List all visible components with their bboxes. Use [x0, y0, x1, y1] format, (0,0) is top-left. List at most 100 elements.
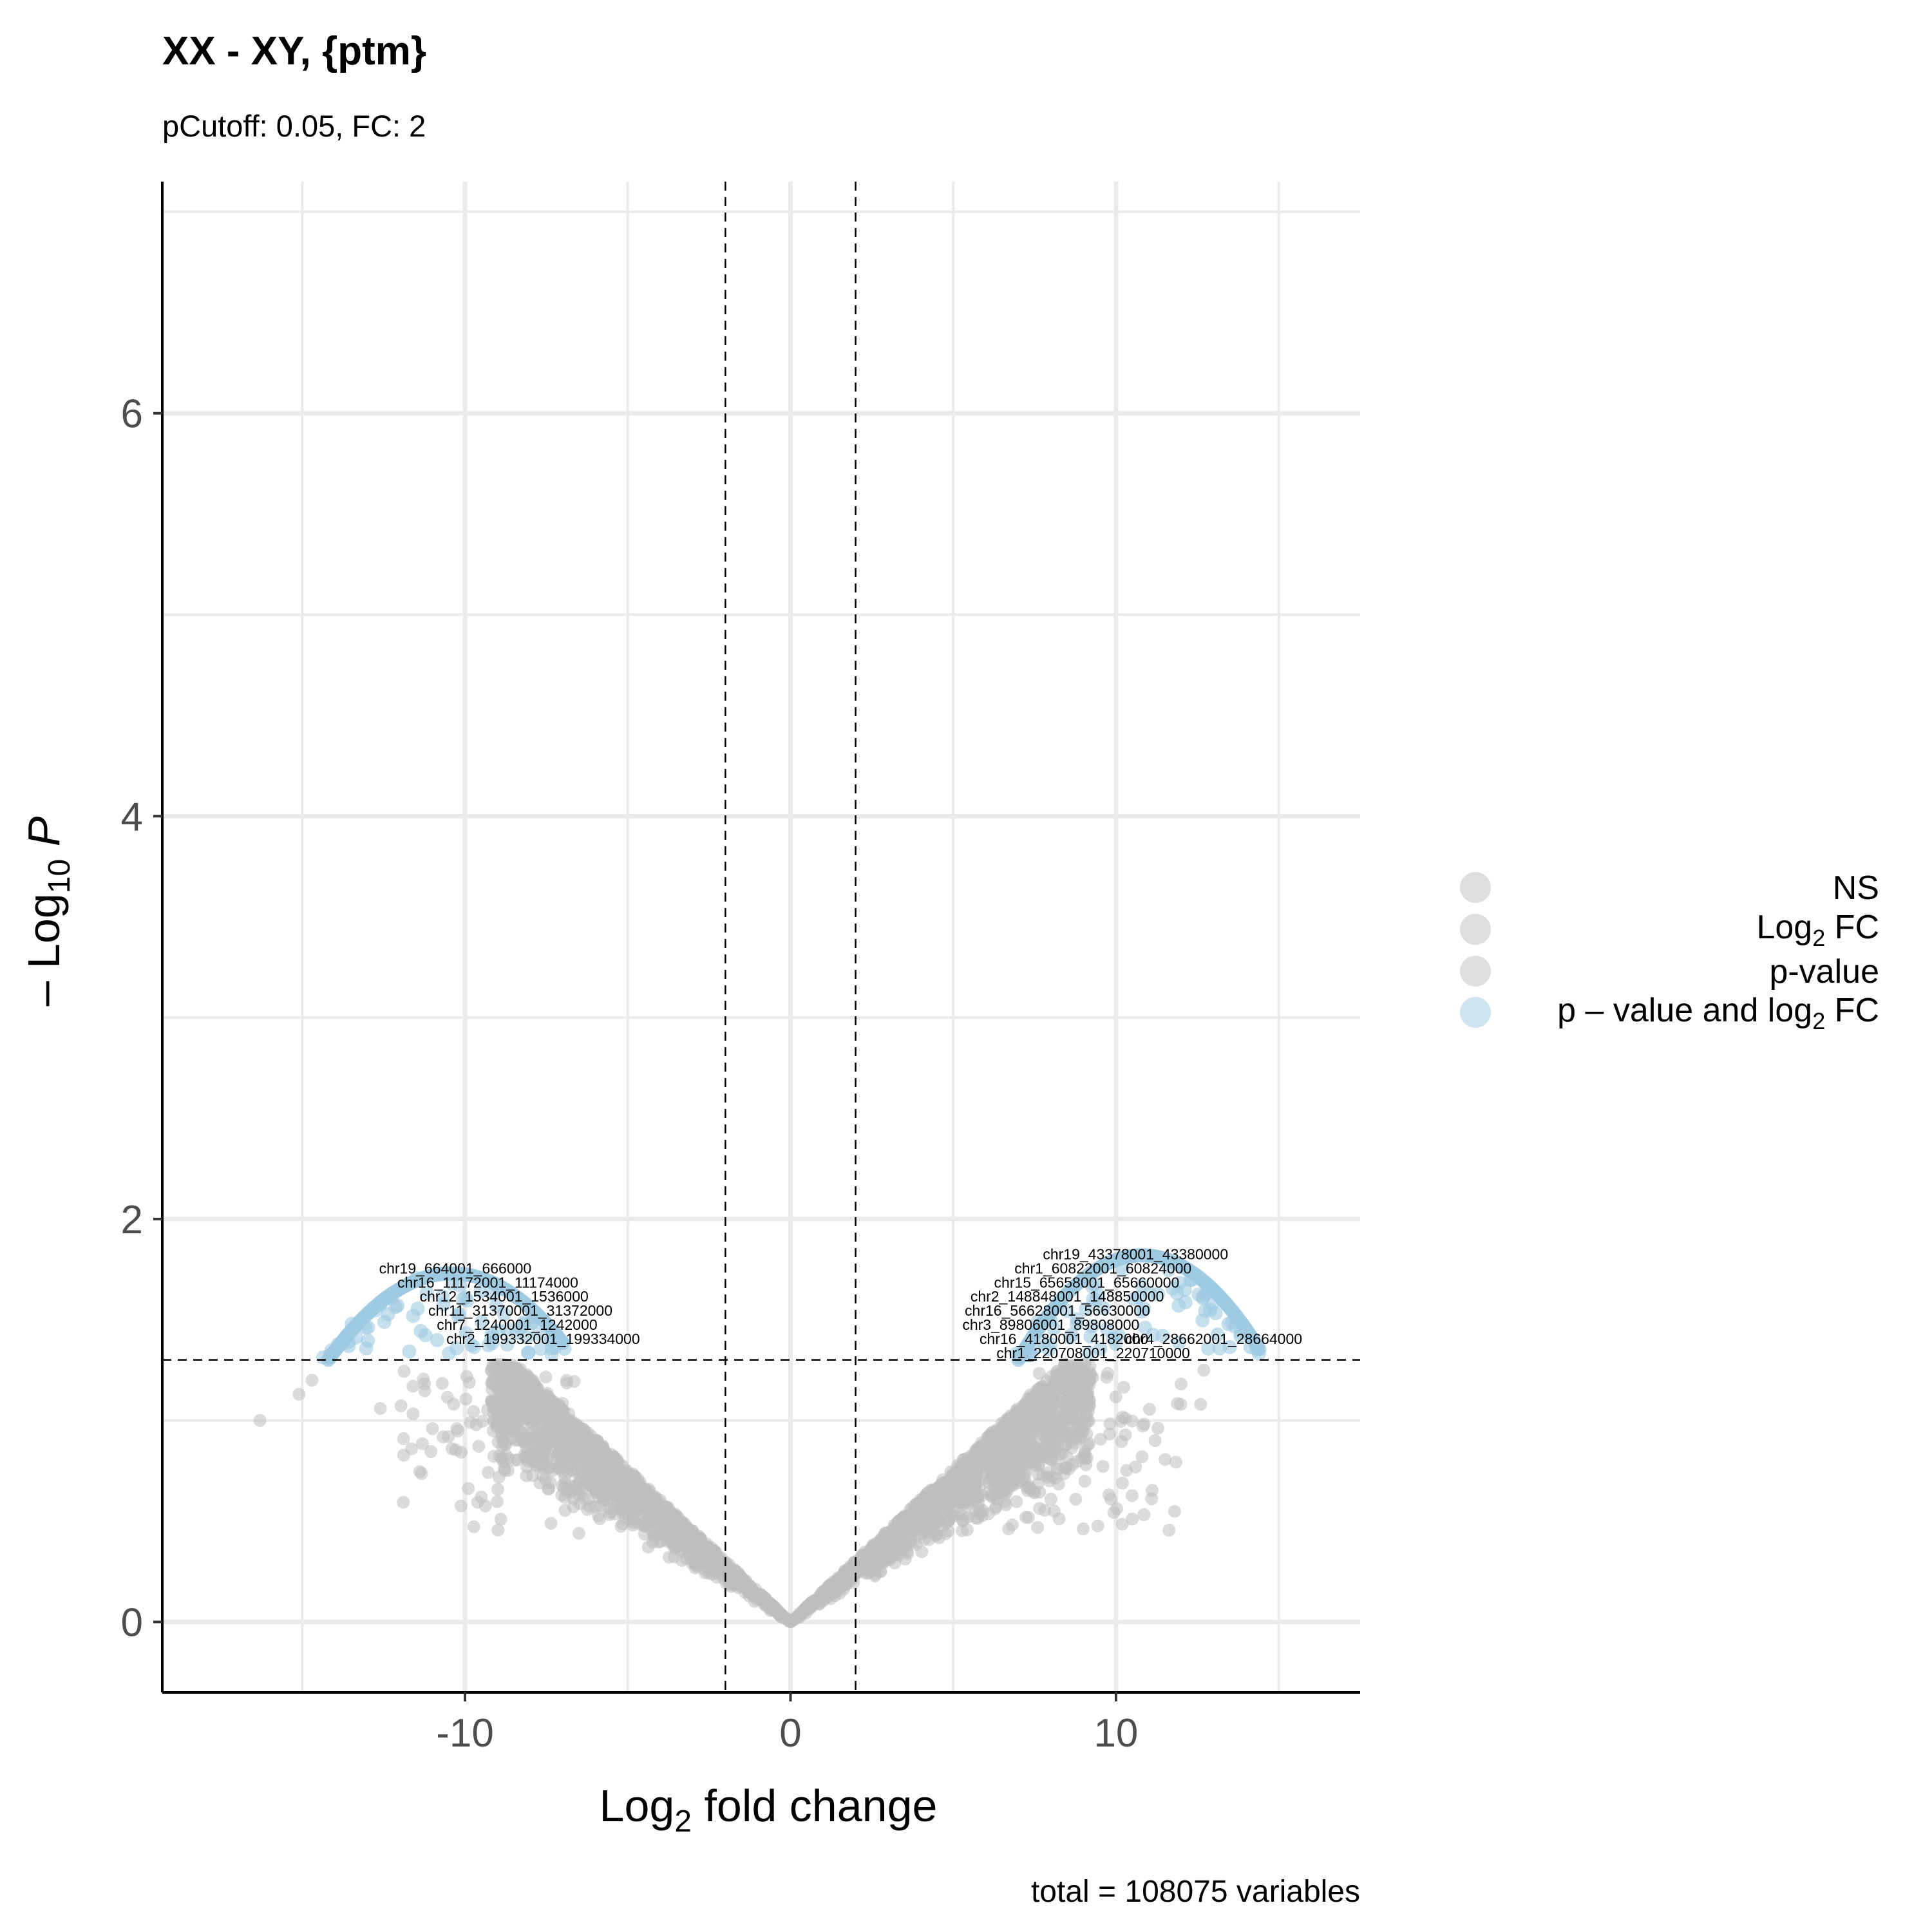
ns-point: [753, 1587, 766, 1601]
x-axis-title: Log2 fold change: [600, 1781, 938, 1839]
ns-point: [1046, 1427, 1060, 1441]
ns-point: [406, 1407, 420, 1421]
x-tick-label: -10: [436, 1711, 494, 1756]
legend-label-pvalue: p-value: [1769, 953, 1879, 990]
point-label: chr11_31370001_31372000: [428, 1302, 612, 1319]
ns-point: [726, 1571, 739, 1585]
sig-point: [1222, 1340, 1237, 1354]
ns-point: [1170, 1455, 1183, 1469]
ns-point: [535, 1405, 548, 1418]
ns-point: [292, 1388, 306, 1401]
legend-key-log2fc: [1460, 914, 1491, 945]
ns-point: [394, 1399, 408, 1412]
point-label: chr2_199332001_199334000: [446, 1331, 640, 1347]
ns-point: [708, 1558, 721, 1571]
ns-point: [1023, 1442, 1037, 1455]
ns-point: [690, 1560, 704, 1573]
sig-point: [449, 1341, 464, 1356]
ns-point: [1120, 1464, 1133, 1477]
ns-point: [591, 1509, 605, 1522]
ns-point: [510, 1376, 524, 1389]
ns-point: [1168, 1504, 1181, 1518]
ns-point: [1159, 1453, 1172, 1466]
ns-point: [1077, 1394, 1090, 1407]
ns-point: [475, 1490, 488, 1504]
ns-point: [518, 1382, 532, 1396]
ns-point: [1078, 1474, 1092, 1488]
point-label: chr4_28662001_28664000: [1125, 1331, 1302, 1347]
ns-point: [1197, 1363, 1211, 1377]
ns-point: [485, 1363, 498, 1377]
ns-point: [960, 1523, 974, 1537]
ns-point: [698, 1549, 712, 1562]
sig-point: [525, 1315, 540, 1330]
ns-point: [556, 1465, 569, 1479]
ns-point: [971, 1470, 984, 1483]
ns-point: [445, 1442, 459, 1455]
ns-point: [374, 1401, 387, 1415]
sig-point: [530, 1327, 545, 1341]
sig-point: [1083, 1329, 1098, 1344]
x-tick-label: 10: [1094, 1711, 1138, 1756]
ns-point: [918, 1533, 931, 1546]
ns-point: [1002, 1522, 1016, 1536]
sig-point: [451, 1306, 466, 1321]
ns-point: [526, 1374, 540, 1387]
point-label: chr7_1240001_1242000: [437, 1316, 597, 1333]
point-label: chr1_220708001_220710000: [996, 1345, 1190, 1361]
ns-point: [1031, 1477, 1045, 1490]
sig-point: [1059, 1303, 1074, 1318]
ns-point: [1081, 1404, 1095, 1417]
y-axis-title: – Log10 P: [19, 816, 77, 1006]
ns-point: [494, 1512, 507, 1526]
sig-point: [1195, 1291, 1210, 1305]
ns-point: [397, 1365, 411, 1378]
ns-point: [604, 1506, 618, 1519]
ns-point: [495, 1409, 509, 1423]
ns-point: [1137, 1508, 1151, 1521]
ns-point: [1148, 1434, 1162, 1447]
ns-point: [1052, 1477, 1065, 1491]
point-label: chr1_60822001_60824000: [1014, 1260, 1191, 1276]
ns-point: [930, 1517, 943, 1530]
ns-point: [610, 1468, 623, 1481]
ns-point: [919, 1493, 933, 1507]
ns-point: [505, 1423, 518, 1437]
ns-point: [1020, 1480, 1034, 1493]
ns-point: [435, 1377, 449, 1390]
ns-point: [567, 1375, 581, 1388]
ns-point: [562, 1407, 576, 1421]
ns-point: [482, 1466, 495, 1479]
ns-point: [1103, 1427, 1117, 1441]
ns-point: [1010, 1495, 1023, 1508]
ns-point: [1016, 1459, 1029, 1473]
ns-point: [1115, 1435, 1128, 1448]
ns-point: [1031, 1520, 1045, 1534]
ns-point: [1076, 1522, 1090, 1536]
point-label: chr19_664001_666000: [379, 1260, 532, 1276]
ns-point: [467, 1520, 480, 1533]
ns-point: [623, 1475, 636, 1489]
ns-point: [426, 1422, 439, 1435]
ns-point: [1038, 1504, 1052, 1517]
ns-point: [549, 1434, 562, 1447]
legend-label-ns: NS: [1833, 869, 1879, 907]
sig-point: [1137, 1302, 1151, 1316]
ns-point: [499, 1448, 513, 1461]
ns-point: [1136, 1419, 1150, 1433]
ns-point: [1079, 1371, 1092, 1385]
ns-point: [768, 1604, 781, 1617]
ns-point: [585, 1476, 598, 1490]
y-tick-label: 0: [121, 1601, 143, 1645]
ns-point: [1063, 1360, 1076, 1374]
ns-point: [978, 1440, 991, 1454]
legend-key-both: [1460, 997, 1491, 1028]
ns-point: [542, 1482, 556, 1495]
ns-point: [305, 1374, 319, 1387]
ns-point: [556, 1397, 569, 1410]
ns-point: [800, 1600, 814, 1613]
ns-point: [842, 1566, 856, 1580]
ns-point: [397, 1495, 410, 1509]
ns-point: [1010, 1413, 1024, 1426]
ns-point: [1060, 1372, 1074, 1386]
